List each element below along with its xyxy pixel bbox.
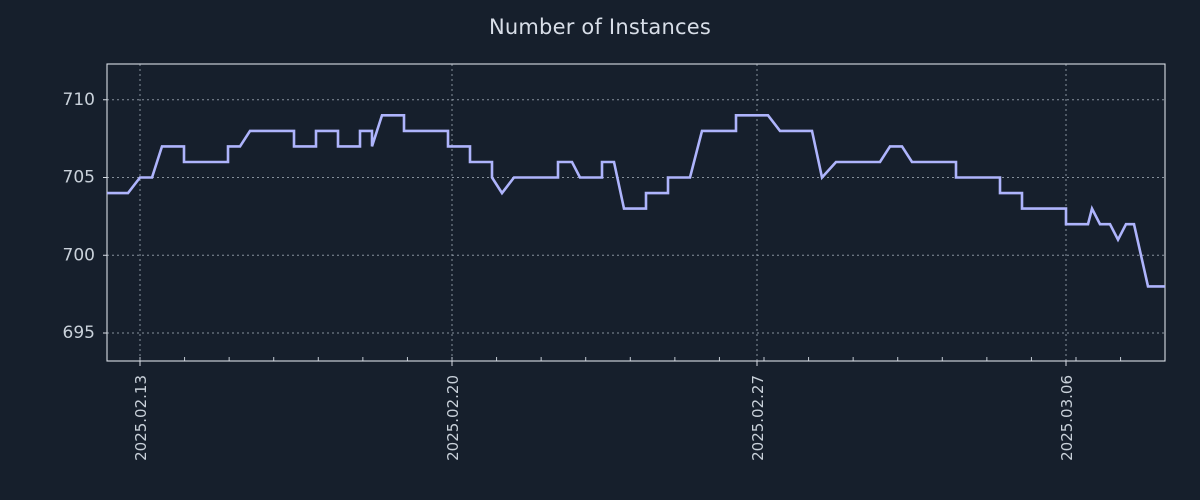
- data-series-line: [107, 114, 1165, 288]
- y-axis-tick-labels: 695 700 705 710: [63, 90, 95, 343]
- x-axis-tick-labels: 2025.02.13 2025.02.20 2025.02.27 2025.03.06: [132, 375, 1076, 461]
- y-tick-label: 695: [63, 323, 95, 343]
- x-tick-label: 2025.02.27: [749, 375, 767, 461]
- y-gridlines: [107, 99, 1165, 334]
- y-axis-ticks: [103, 99, 107, 334]
- chart-title: Number of Instances: [488, 15, 711, 39]
- y-tick-label: 710: [63, 90, 95, 110]
- x-tick-label: 2025.02.13: [132, 375, 150, 461]
- x-tick-label: 2025.02.20: [444, 375, 462, 461]
- x-tick-label: 2025.03.06: [1058, 375, 1076, 461]
- y-tick-label: 700: [63, 245, 95, 265]
- x-gridlines: [139, 64, 1067, 361]
- x-axis-ticks: [139, 361, 1067, 366]
- plot-border: [106, 63, 1166, 362]
- x-axis-minor-ticks: [139, 357, 1122, 361]
- y-tick-label: 705: [63, 168, 95, 188]
